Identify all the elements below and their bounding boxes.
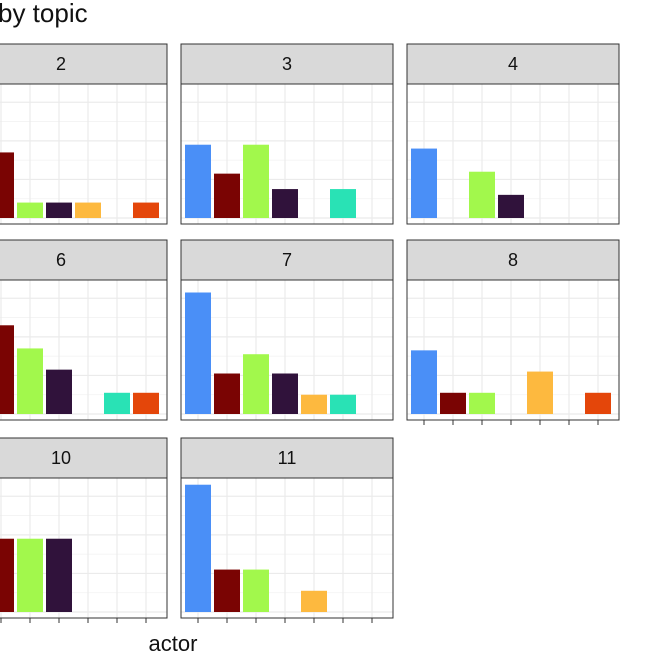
strip — [0, 437, 168, 479]
bar — [469, 171, 495, 218]
bar — [0, 152, 14, 218]
facet-title: 3 — [282, 54, 292, 74]
facet-title: 10 — [51, 448, 71, 468]
panel-border — [406, 279, 620, 421]
x-axis-label: actor — [149, 631, 198, 655]
strip — [180, 437, 394, 479]
bar — [469, 392, 495, 414]
panel — [181, 478, 393, 618]
facet-title: 6 — [56, 250, 66, 270]
strip — [180, 43, 394, 85]
facet-title: 4 — [508, 54, 518, 74]
panel-border — [180, 279, 394, 421]
strip — [0, 43, 168, 85]
bar — [214, 373, 240, 414]
bar — [17, 538, 43, 612]
bar — [527, 371, 553, 414]
bar — [0, 538, 14, 612]
strip — [0, 239, 168, 281]
bar — [301, 590, 327, 612]
bar — [17, 202, 43, 218]
bar — [214, 173, 240, 218]
bar — [301, 394, 327, 414]
facet-title: 2 — [56, 54, 66, 74]
bar — [133, 202, 159, 218]
panel-border — [0, 279, 168, 421]
strip — [180, 239, 394, 281]
bar — [185, 484, 211, 612]
bar — [411, 350, 437, 414]
bar — [46, 538, 72, 612]
bar — [243, 569, 269, 612]
strip — [406, 239, 620, 281]
bar — [46, 202, 72, 218]
bar — [243, 144, 269, 218]
panel — [0, 84, 167, 224]
bar — [498, 194, 524, 218]
bar — [585, 392, 611, 414]
bar — [330, 189, 356, 218]
panel-border — [180, 83, 394, 225]
bar — [272, 373, 298, 414]
bar — [133, 392, 159, 414]
bar — [214, 569, 240, 612]
panel-border — [0, 83, 168, 225]
panel-border — [180, 477, 394, 619]
bar — [411, 148, 437, 218]
panel-border — [0, 477, 168, 619]
facet-title: 7 — [282, 250, 292, 270]
facet-title: 8 — [508, 250, 518, 270]
bar — [243, 354, 269, 414]
bar — [440, 392, 466, 414]
bar — [75, 202, 101, 218]
strip — [406, 43, 620, 85]
bar — [330, 394, 356, 414]
bar — [185, 292, 211, 414]
panel-border — [406, 83, 620, 225]
bar — [104, 392, 130, 414]
bar — [272, 189, 298, 218]
facet-title: 11 — [278, 448, 297, 468]
bar — [46, 369, 72, 414]
bar — [0, 325, 14, 414]
bar — [185, 144, 211, 218]
chart-title: by topic — [0, 0, 88, 28]
bar — [17, 348, 43, 414]
